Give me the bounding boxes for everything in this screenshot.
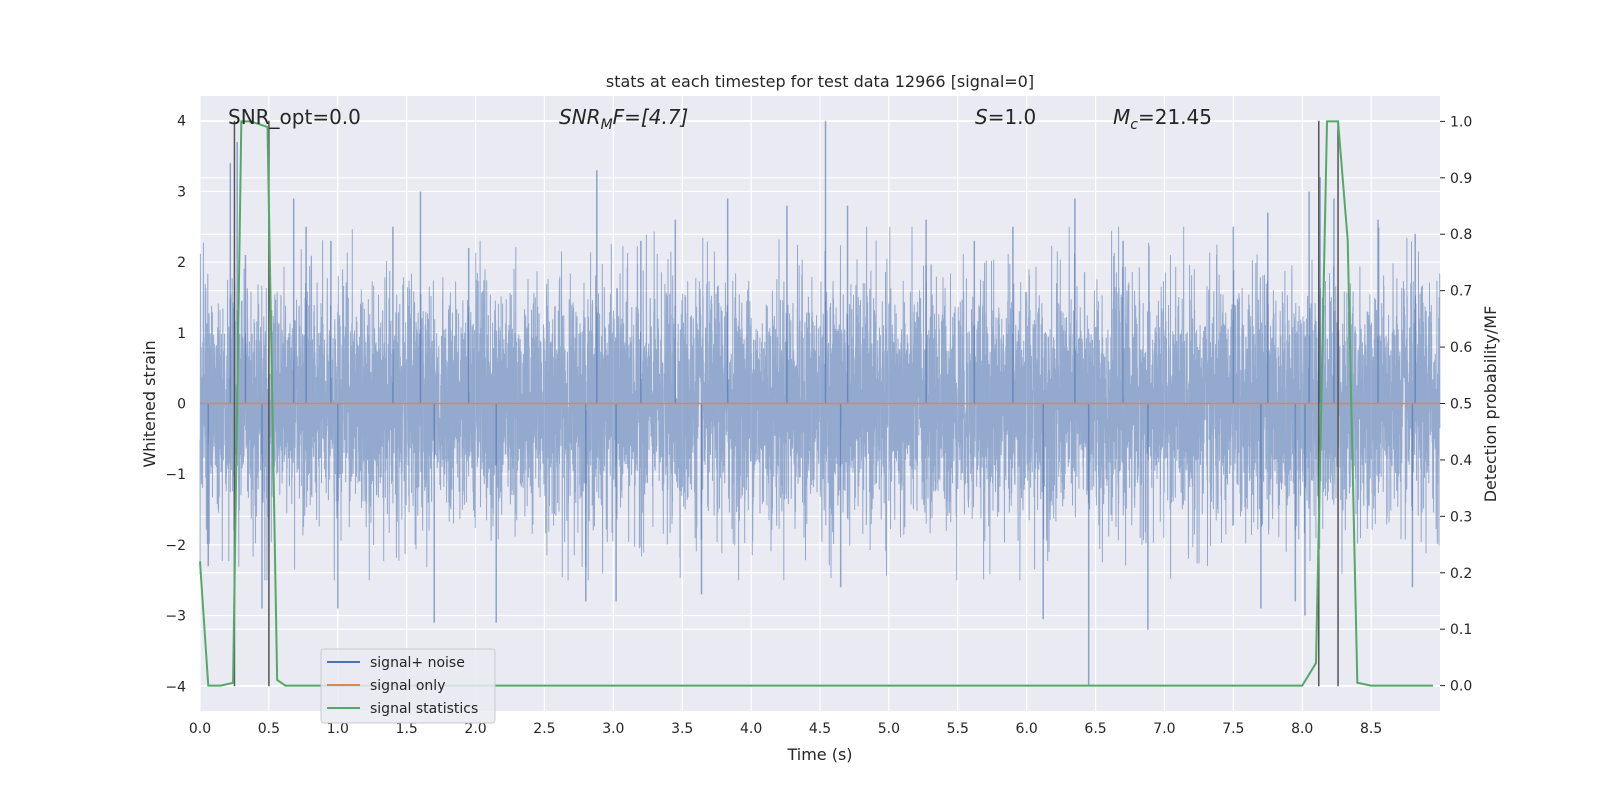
- x-tick-label: 5.5: [947, 721, 969, 737]
- x-axis-ticks: 0.0 0.5 1.0 1.5 2.0 2.5 3.0 3.5 4.0 4.5 5.0 5.5 6.0 6…: [189, 721, 1382, 737]
- y2-tick-label: 0.9: [1450, 171, 1472, 187]
- annotation-s-rest: =1.0: [988, 105, 1037, 129]
- annotation-s-italic: S: [975, 105, 988, 129]
- y-axis-label: Whitened strain: [140, 340, 159, 467]
- annotation-mc-sub: c: [1130, 117, 1138, 133]
- x-tick-label: 4.5: [809, 721, 831, 737]
- y-tick-label: 2: [177, 255, 186, 271]
- x-tick-label: 0.0: [189, 721, 211, 737]
- chart-title: stats at each timestep for test data 129…: [606, 72, 1034, 91]
- y2-tick-label: 0.5: [1450, 397, 1472, 413]
- y2-tick-label: 0.0: [1450, 679, 1472, 695]
- legend: signal+ noise signal only signal statist…: [320, 648, 496, 724]
- x-tick-label: 4.0: [740, 721, 762, 737]
- x-tick-label: 3.5: [671, 721, 693, 737]
- y-tick-label: 3: [177, 184, 186, 200]
- y2-tick-label: 0.3: [1450, 509, 1472, 525]
- y-tick-label: −4: [165, 679, 186, 695]
- y-tick-label: −3: [165, 609, 186, 625]
- y2-axis-label: Detection probability/MF: [1481, 306, 1500, 503]
- y2-tick-label: 1.0: [1450, 114, 1472, 130]
- x-tick-label: 8.0: [1291, 721, 1313, 737]
- x-tick-label: 6.5: [1084, 721, 1106, 737]
- legend-box: [320, 648, 496, 724]
- annotation-snr-mf-sub: M: [601, 117, 613, 133]
- annotation-snr-mf-base: SNR: [559, 105, 601, 129]
- x-tick-label: 2.0: [464, 721, 486, 737]
- x-tick-label: 6.0: [1016, 721, 1038, 737]
- x-tick-label: 1.0: [327, 721, 349, 737]
- y2-tick-label: 0.1: [1450, 622, 1472, 638]
- y-axis-ticks: −4 −3 −2 −1 0 1 2 3 4: [165, 114, 186, 696]
- y2-tick-label: 0.2: [1450, 566, 1472, 582]
- y2-axis-ticks: 0.0 0.1 0.2 0.3 0.4 0.5 0.6 0.7 0.8 0.9 1.0: [1440, 114, 1472, 695]
- y-tick-label: 4: [177, 114, 186, 130]
- legend-label-signal-noise: signal+ noise: [370, 655, 465, 671]
- x-axis-label: Time (s): [786, 745, 852, 764]
- y-tick-label: −2: [165, 538, 186, 554]
- annotation-mc: Mc=21.45: [1113, 105, 1212, 133]
- x-tick-label: 8.5: [1360, 721, 1382, 737]
- x-tick-label: 3.0: [602, 721, 624, 737]
- x-tick-label: 1.5: [396, 721, 418, 737]
- y-tick-label: 1: [177, 326, 186, 342]
- x-tick-label: 5.0: [878, 721, 900, 737]
- annotation-snr-mf: SNRMF=[4.7]: [559, 105, 688, 133]
- y2-tick-label: 0.7: [1450, 284, 1472, 300]
- legend-label-signal-only: signal only: [370, 678, 445, 694]
- legend-label-signal-statistics: signal statistics: [370, 701, 478, 717]
- x-tick-label: 7.5: [1222, 721, 1244, 737]
- x-tick-label: 0.5: [258, 721, 280, 737]
- y2-tick-label: 0.8: [1450, 227, 1472, 243]
- annotation-mc-rest: =21.45: [1138, 105, 1212, 129]
- y-tick-label: −1: [165, 467, 186, 483]
- y-tick-label: 0: [177, 397, 186, 413]
- annotation-snr-mf-rest: F=[4.7]: [613, 105, 689, 129]
- annotation-snr-opt: SNR_opt=0.0: [228, 105, 361, 129]
- x-tick-label: 7.0: [1153, 721, 1175, 737]
- series-signal-statistics-line: [199, 120, 1434, 687]
- y2-tick-label: 0.6: [1450, 340, 1472, 356]
- plot-content: [199, 120, 1441, 687]
- annotation-mc-base: M: [1113, 105, 1130, 129]
- y2-tick-label: 0.4: [1450, 453, 1472, 469]
- annotation-s: S=1.0: [975, 105, 1036, 129]
- x-tick-label: 2.5: [533, 721, 555, 737]
